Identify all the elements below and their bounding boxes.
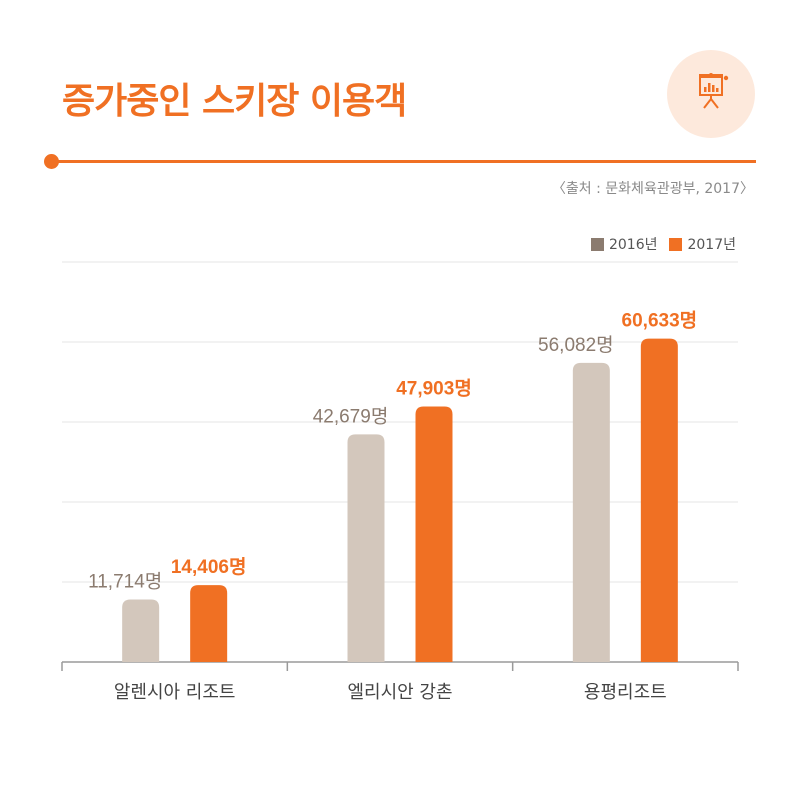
source-note: 〈출처 : 문화체육관광부, 2017〉 [551,181,754,197]
bar-2017 [190,585,228,662]
data-label-2017: 14,406명 [171,556,247,578]
data-label-2017: 47,903명 [396,378,472,400]
category-label: 용평리조트 [584,682,667,703]
page-title: 증가중인 스키장 이용객 [62,81,407,122]
header-divider-dot [44,154,59,169]
bar-2016 [122,599,160,662]
legend-swatch-2017 [669,237,683,251]
chart-legend: 2016년 2017년 [590,234,736,254]
category-label: 엘리시안 강촌 [347,682,452,703]
data-label-2016: 42,679명 [313,405,389,427]
header-divider [52,160,756,163]
bar-2016 [572,362,610,662]
category-label: 알렌시아 리조트 [114,682,236,703]
bar-2017 [415,406,453,662]
legend-swatch-2016 [590,237,604,251]
data-label-2016: 56,082명 [538,334,614,356]
bar-2016 [347,434,385,662]
bar-2017 [640,338,678,662]
data-label-2017: 60,633명 [622,310,698,332]
legend-item-2016: 2016년 [590,234,658,254]
data-label-2016: 11,714명 [88,571,162,593]
legend-label-2016: 2016년 [608,237,658,253]
legend-label-2017: 2017년 [687,237,736,253]
legend-item-2017: 2017년 [669,234,736,254]
presentation-chart-icon [667,50,755,138]
